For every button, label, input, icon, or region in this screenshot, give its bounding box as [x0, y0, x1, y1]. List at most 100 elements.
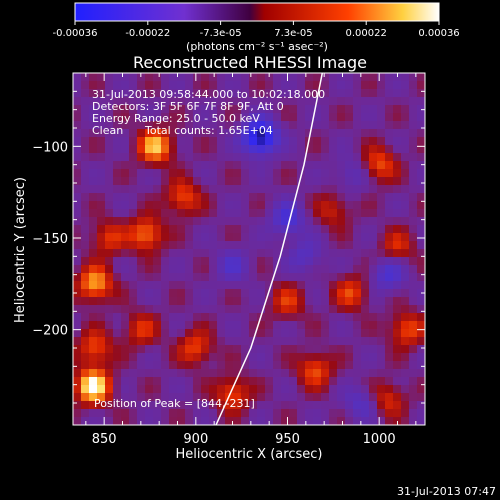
heatmap-cell [201, 361, 210, 370]
heatmap-cell [113, 209, 122, 218]
heatmap-cell [225, 273, 234, 282]
heatmap-cell [97, 393, 106, 402]
heatmap-cell [297, 353, 306, 362]
heatmap-cell [257, 297, 266, 306]
heatmap-cell [241, 369, 250, 378]
heatmap-cell [105, 369, 114, 378]
heatmap-cell [81, 401, 90, 410]
heatmap-cell [137, 73, 146, 82]
heatmap-cell [313, 217, 322, 226]
heatmap-cell [177, 329, 186, 338]
heatmap-cell [233, 337, 242, 346]
heatmap-cell [89, 105, 98, 114]
heatmap-cell [313, 265, 322, 274]
heatmap-cell [265, 297, 274, 306]
heatmap-cell [369, 369, 378, 378]
heatmap-cell [97, 409, 106, 418]
heatmap-cell [257, 337, 266, 346]
heatmap-cell [409, 257, 418, 266]
heatmap-cell [161, 305, 170, 314]
heatmap-cell [145, 377, 154, 386]
heatmap-cell [393, 105, 402, 114]
heatmap-cell [153, 313, 162, 322]
heatmap-cell [369, 337, 378, 346]
heatmap-cell [409, 153, 418, 162]
heatmap-cell [297, 113, 306, 122]
heatmap-cell [265, 89, 274, 98]
heatmap-cell [353, 369, 362, 378]
heatmap-cell [97, 177, 106, 186]
heatmap-cell [401, 89, 410, 98]
heatmap-cell [265, 185, 274, 194]
heatmap-cell [313, 297, 322, 306]
heatmap-cell [209, 217, 218, 226]
heatmap-cell [393, 289, 402, 298]
heatmap-cell [345, 209, 354, 218]
heatmap-cell [89, 289, 98, 298]
heatmap-cell [137, 297, 146, 306]
heatmap-cell [257, 273, 266, 282]
heatmap-cell [161, 377, 170, 386]
heatmap-cell [313, 345, 322, 354]
heatmap-cell [321, 409, 330, 418]
heatmap-cell [249, 241, 258, 250]
heatmap-cell [89, 209, 98, 218]
heatmap-cell [177, 185, 186, 194]
heatmap-cell [153, 153, 162, 162]
heatmap-cell [281, 337, 290, 346]
heatmap-cell [257, 401, 266, 410]
heatmap-cell [409, 409, 418, 418]
heatmap-cell [297, 369, 306, 378]
heatmap-cell [417, 89, 425, 98]
heatmap-cell [265, 409, 274, 418]
heatmap-cell [217, 185, 226, 194]
heatmap-cell [177, 345, 186, 354]
heatmap-cell [393, 305, 402, 314]
heatmap-cell [201, 297, 210, 306]
heatmap-cell [177, 209, 186, 218]
heatmap-cell [377, 193, 386, 202]
heatmap-cell [273, 417, 282, 425]
heatmap-cell [385, 305, 394, 314]
heatmap-cell [145, 129, 154, 138]
heatmap-cell [153, 353, 162, 362]
heatmap-cell [209, 273, 218, 282]
heatmap-cell [193, 105, 202, 114]
heatmap-cell [393, 89, 402, 98]
heatmap-cell [401, 305, 410, 314]
heatmap-cell [337, 377, 346, 386]
heatmap-cell [217, 321, 226, 330]
heatmap-cell [233, 145, 242, 154]
heatmap-cell [225, 233, 234, 242]
heatmap-cell [185, 361, 194, 370]
heatmap-cell [281, 289, 290, 298]
heatmap-cell [281, 193, 290, 202]
heatmap-cell [169, 321, 178, 330]
heatmap-cell [105, 145, 114, 154]
heatmap-cell [73, 337, 82, 346]
heatmap-cell [369, 121, 378, 130]
heatmap-cell [81, 289, 90, 298]
heatmap-cell [417, 305, 425, 314]
heatmap-cell [73, 105, 82, 114]
heatmap-cell [321, 353, 330, 362]
heatmap-cell [345, 193, 354, 202]
heatmap-cell [89, 321, 98, 330]
heatmap-cell [193, 193, 202, 202]
heatmap-cell [73, 137, 82, 146]
heatmap-cell [385, 241, 394, 250]
heatmap-cell [105, 129, 114, 138]
heatmap-cell [377, 393, 386, 402]
heatmap-cell [313, 129, 322, 138]
heatmap-cell [385, 105, 394, 114]
heatmap-cell [345, 345, 354, 354]
heatmap-cell [337, 121, 346, 130]
heatmap-cell [401, 353, 410, 362]
heatmap-cell [201, 121, 210, 130]
heatmap-cell [161, 393, 170, 402]
heatmap-cell [105, 361, 114, 370]
heatmap-cell [241, 313, 250, 322]
heatmap-cell [329, 209, 338, 218]
heatmap-cell [369, 209, 378, 218]
heatmap-cell [137, 257, 146, 266]
